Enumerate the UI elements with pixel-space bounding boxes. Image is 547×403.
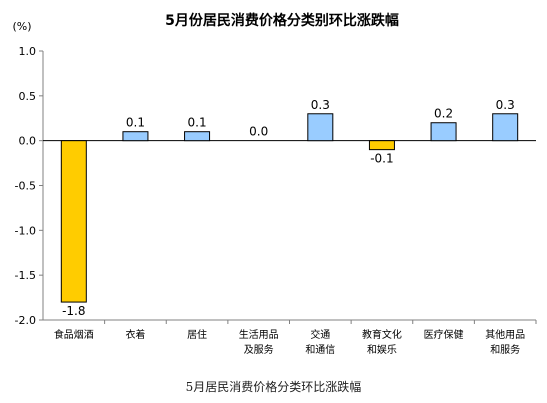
x-category-label: 其他用品和服务: [485, 328, 525, 356]
x-category-label-line: 和娱乐: [367, 343, 397, 356]
data-label: 0.2: [434, 107, 453, 121]
data-label: 0.0: [249, 125, 268, 139]
data-label: 0.1: [126, 116, 145, 130]
plot-area: 1.0 0.5 0.0 -0.5 -1.0 -1.5 -2.0 -1.8 食品烟酒 0.1 衣着 0.…: [15, 45, 537, 356]
x-category-label-line: 居住: [187, 328, 207, 341]
bar: [430, 122, 457, 142]
x-category-label: 生活用品及服务: [239, 328, 279, 356]
x-category-label: 交通和通信: [305, 328, 335, 356]
x-category-label: 衣着: [125, 328, 145, 341]
x-category-label-line: 生活用品: [239, 328, 279, 341]
y-tick-label: 0.0: [19, 135, 37, 148]
x-category-label-line: 和服务: [490, 343, 520, 356]
y-tick-label: -0.5: [15, 180, 36, 193]
y-tick-label: -2.0: [15, 314, 36, 327]
data-label: 0.1: [188, 116, 207, 130]
bar: [307, 113, 334, 142]
x-category-label-line: 食品烟酒: [54, 328, 94, 341]
y-tick-label: -1.5: [15, 269, 36, 282]
chart-title: 5月份居民消费价格分类别环比涨跌幅: [165, 12, 399, 29]
y-tick-label: 0.5: [19, 90, 37, 103]
x-category-label-line: 教育文化: [362, 328, 402, 341]
bar: [368, 140, 395, 151]
x-category-label: 医疗保健: [424, 328, 464, 341]
chart-caption: 5月居民消费价格分类环比涨跌幅: [185, 380, 362, 394]
bar: [492, 113, 519, 142]
data-label: -0.1: [370, 152, 393, 166]
y-tick-label: 1.0: [19, 45, 37, 58]
x-category-label-line: 其他用品: [485, 328, 525, 341]
x-category-label-line: 及服务: [244, 343, 274, 356]
chart: 5月份居民消费价格分类别环比涨跌幅 (%) 1.0 0.5 0.0 -0.5 -1.0 -…: [12, 12, 537, 356]
data-label: 0.3: [496, 98, 515, 112]
x-category-label-line: 交通: [310, 328, 330, 341]
x-category-label: 教育文化和娱乐: [362, 328, 402, 356]
bar: [122, 131, 149, 142]
bar: [60, 140, 87, 303]
x-category-label-line: 和通信: [305, 344, 335, 356]
y-tick-label: -1.0: [15, 224, 36, 237]
data-label: -1.8: [62, 304, 85, 318]
x-category-label: 居住: [187, 328, 207, 341]
x-category-label-line: 衣着: [125, 328, 145, 341]
data-label: 0.3: [311, 98, 330, 112]
bar: [184, 131, 211, 142]
y-unit-label: (%): [12, 20, 31, 33]
x-category-label: 食品烟酒: [54, 328, 94, 341]
x-category-label-line: 医疗保健: [424, 328, 464, 341]
